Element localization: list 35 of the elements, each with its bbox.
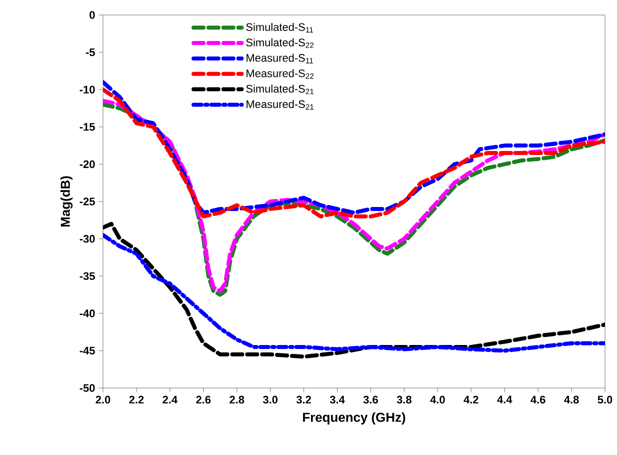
y-axis-title: Mag(dB) (60, 176, 73, 227)
x-tick-label: 3.0 (262, 396, 278, 404)
legend-label: Simulated-S$_{21}$ (246, 84, 314, 94)
x-tick-label: 2.0 (96, 396, 110, 404)
y-tick-label: 0 (90, 11, 95, 19)
y-tick-label: -5 (86, 48, 95, 56)
y-tick-label: -15 (80, 123, 95, 131)
y-tick-label: -40 (80, 310, 95, 318)
x-tick-label: 5.0 (598, 396, 612, 404)
x-tick-label: 4.6 (530, 396, 546, 404)
y-tick-label: -25 (80, 198, 95, 206)
legend-label: Measured-S$_{21}$ (246, 100, 314, 110)
x-axis-title: Frequency (GHz) (303, 412, 406, 424)
x-tick-label: 3.6 (363, 396, 378, 404)
y-tick-label: -35 (80, 272, 95, 280)
x-tick-label: 3.8 (396, 396, 412, 404)
y-tick-label: -45 (80, 346, 95, 355)
x-tick-label: 4.0 (430, 396, 445, 404)
legend-label: Measured-S$_{22}$ (246, 69, 314, 79)
x-tick-label: 2.6 (196, 396, 211, 404)
legend-label: Measured-S$_{11}$ (246, 54, 313, 64)
y-tick-label: -30 (80, 234, 95, 243)
legend-label: Simulated-S$_{22}$ (246, 38, 314, 48)
x-tick-label: 4.4 (497, 396, 512, 404)
x-tick-label: 3.2 (296, 396, 311, 404)
y-tick-label: -50 (80, 384, 95, 392)
x-tick-label: 2.8 (230, 396, 244, 404)
y-tick-label: -20 (80, 160, 95, 168)
x-tick-label: 2.2 (129, 396, 144, 404)
x-tick-label: 4.8 (564, 396, 579, 404)
x-tick-label: 2.4 (162, 396, 178, 404)
legend-label: Simulated-S$_{11}$ (246, 22, 313, 32)
x-tick-label: 4.2 (464, 396, 478, 404)
x-tick-label: 3.4 (330, 396, 345, 404)
y-tick-label: -10 (80, 86, 95, 94)
